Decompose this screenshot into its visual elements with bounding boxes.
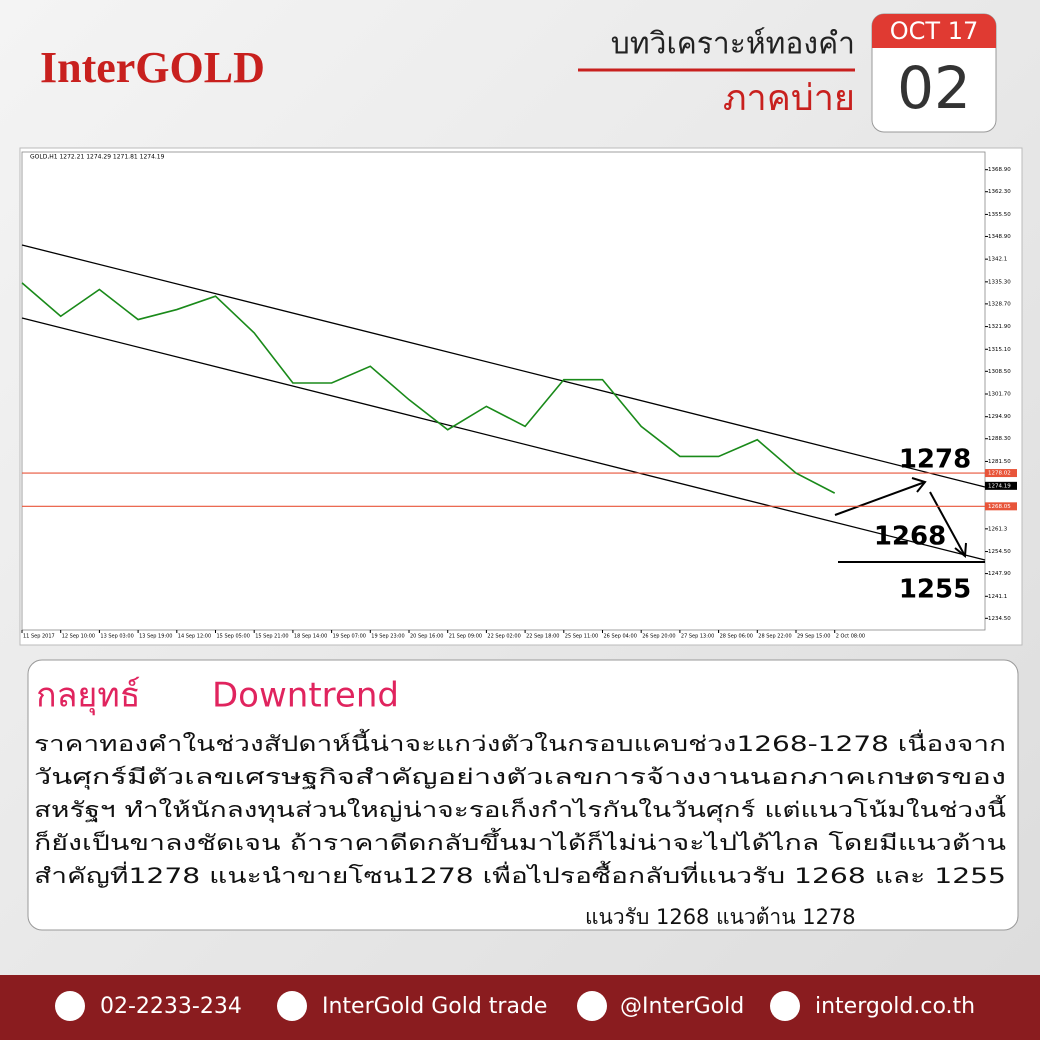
strategy-summary: แนวรับ 1268 แนวต้าน 1278 — [585, 905, 856, 929]
channel-upper — [21, 244, 986, 488]
x-tick-label: 28 Sep 22:00 — [758, 634, 791, 640]
strategy-line: ก็ยังเป็นขาลงชัดเจน ถ้าราคาดีดกลับขึ้นมา… — [34, 828, 1006, 855]
title: บทวิเคราะห์ทองคำ — [611, 27, 855, 62]
x-tick-label: 11 Sep 2017 — [23, 634, 55, 640]
annotation: 1278 — [899, 445, 971, 475]
strategy-line: วันศุกร์มีตัวเลขเศรษฐกิจสำคัญอย่างตัวเลข… — [34, 765, 1006, 790]
y-tick-label: 1342.1 — [988, 257, 1007, 263]
channel-lower — [21, 317, 986, 561]
y-tick-label: 1241.1 — [988, 594, 1007, 600]
x-tick-label: 19 Sep 07:00 — [333, 634, 366, 640]
footer — [0, 975, 1040, 1040]
day: 02 — [897, 54, 971, 122]
y-tick-label: 1368.90 — [988, 167, 1011, 173]
month: OCT 17 — [890, 17, 978, 45]
arrow-head — [911, 477, 927, 493]
x-tick-label: 19 Sep 23:00 — [371, 634, 404, 640]
y-tick-label: 1234.50 — [988, 616, 1011, 622]
last-price-label: 1274.19 — [988, 483, 1011, 489]
phone-icon — [55, 991, 85, 1021]
x-tick-label: 13 Sep 03:00 — [100, 634, 133, 640]
chart: 1368.90 1362.30 1355.50 1348.90 1342.1 1335.3… — [21, 167, 1017, 640]
chart-frame — [19, 147, 1023, 646]
x-tick-label: 27 Sep 13:00 — [681, 634, 714, 640]
phone: 02-2233-234 — [100, 994, 242, 1019]
web: intergold.co.th — [815, 994, 975, 1019]
x-tick-label: 13 Sep 19:00 — [139, 634, 172, 640]
calendar-top — [872, 14, 996, 48]
level-label: 1268.05 — [988, 504, 1011, 510]
y-tick-label: 1355.50 — [988, 212, 1011, 218]
arrow-down — [929, 491, 966, 557]
x-tick-label: 26 Sep 20:00 — [642, 634, 675, 640]
strategy-lines: ราคาทองคำในช่วงสัปดาห์นี้น่าจะแกว่งตัวใน… — [34, 729, 1006, 888]
price-line — [21, 282, 836, 494]
x-tick-label: 25 Sep 11:00 — [565, 634, 598, 640]
x-tick-label: 22 Sep 18:00 — [526, 634, 559, 640]
y-tick-label: 1321.90 — [988, 324, 1011, 330]
x-tick-label: 12 Sep 10:00 — [62, 634, 95, 640]
level-tag — [985, 469, 1017, 478]
facebook-icon — [277, 991, 307, 1021]
x-tick-label: 29 Sep 15:00 — [797, 634, 830, 640]
strategy-line: สำคัญที่1278 แนะนำขายโซน1278 เพื่อไปรอซื… — [34, 861, 1006, 888]
y-tick-label: 1288.30 — [988, 436, 1011, 442]
arrow-head — [954, 542, 967, 558]
y-tick-label: 1294.90 — [988, 414, 1011, 420]
y-tick-label: 1315.10 — [988, 347, 1011, 353]
x-tick-label: 21 Sep 09:00 — [449, 634, 482, 640]
line-icon — [577, 991, 607, 1021]
y-tick-label: 1362.30 — [988, 189, 1011, 195]
subtitle: ภาคบ่าย — [723, 78, 855, 119]
web-icon — [770, 991, 800, 1021]
facebook: InterGold Gold trade — [322, 994, 547, 1019]
annotation: 1268 — [874, 522, 946, 552]
x-tick-label: 14 Sep 12:00 — [178, 634, 211, 640]
strategy-trend: Downtrend — [212, 676, 399, 716]
x-tick-label: 26 Sep 04:00 — [604, 634, 637, 640]
level-label: 1278.02 — [988, 471, 1011, 477]
y-tick-label: 1335.30 — [988, 279, 1011, 285]
y-tick-label: 1308.50 — [988, 369, 1011, 375]
line: @InterGold — [620, 994, 744, 1019]
y-tick-label: 1254.50 — [988, 549, 1011, 555]
x-tick-label: 28 Sep 06:00 — [720, 634, 753, 640]
y-tick-label: 1247.90 — [988, 571, 1011, 577]
x-tick-label: 15 Sep 21:00 — [255, 634, 288, 640]
last-price-tag — [985, 481, 1017, 490]
x-tick-label: 2 Oct 08:00 — [836, 634, 865, 640]
x-tick-label: 20 Sep 16:00 — [410, 634, 443, 640]
x-tick-label: 18 Sep 14:00 — [294, 634, 327, 640]
y-tick-label: 1328.70 — [988, 301, 1011, 307]
y-tick-label: 1348.90 — [988, 234, 1011, 240]
annotation: 1255 — [899, 575, 971, 605]
strategy-title: กลยุทธ์ — [36, 676, 141, 716]
strategy-line: ราคาทองคำในช่วงสัปดาห์นี้น่าจะแกว่งตัวใน… — [34, 729, 1006, 756]
y-tick-label: 1301.70 — [988, 392, 1011, 398]
arrow-up — [834, 481, 926, 516]
x-tick-label: 15 Sep 05:00 — [217, 634, 250, 640]
plot-area — [21, 151, 986, 631]
x-tick-label: 22 Sep 02:00 — [487, 634, 520, 640]
chart-title: GOLD,H1 1272.21 1274.29 1271.81 1274.19 — [30, 154, 165, 161]
strategy-line: สหรัฐฯ ทำให้นักลงทุนส่วนใหญ่น่าจะรอเก็งก… — [34, 795, 1006, 823]
level-tag — [985, 502, 1017, 511]
y-tick-label: 1261.3 — [988, 526, 1008, 532]
strategy-box — [27, 659, 1019, 931]
logo: InterGOLD — [40, 43, 265, 92]
y-tick-label: 1281.50 — [988, 459, 1011, 465]
